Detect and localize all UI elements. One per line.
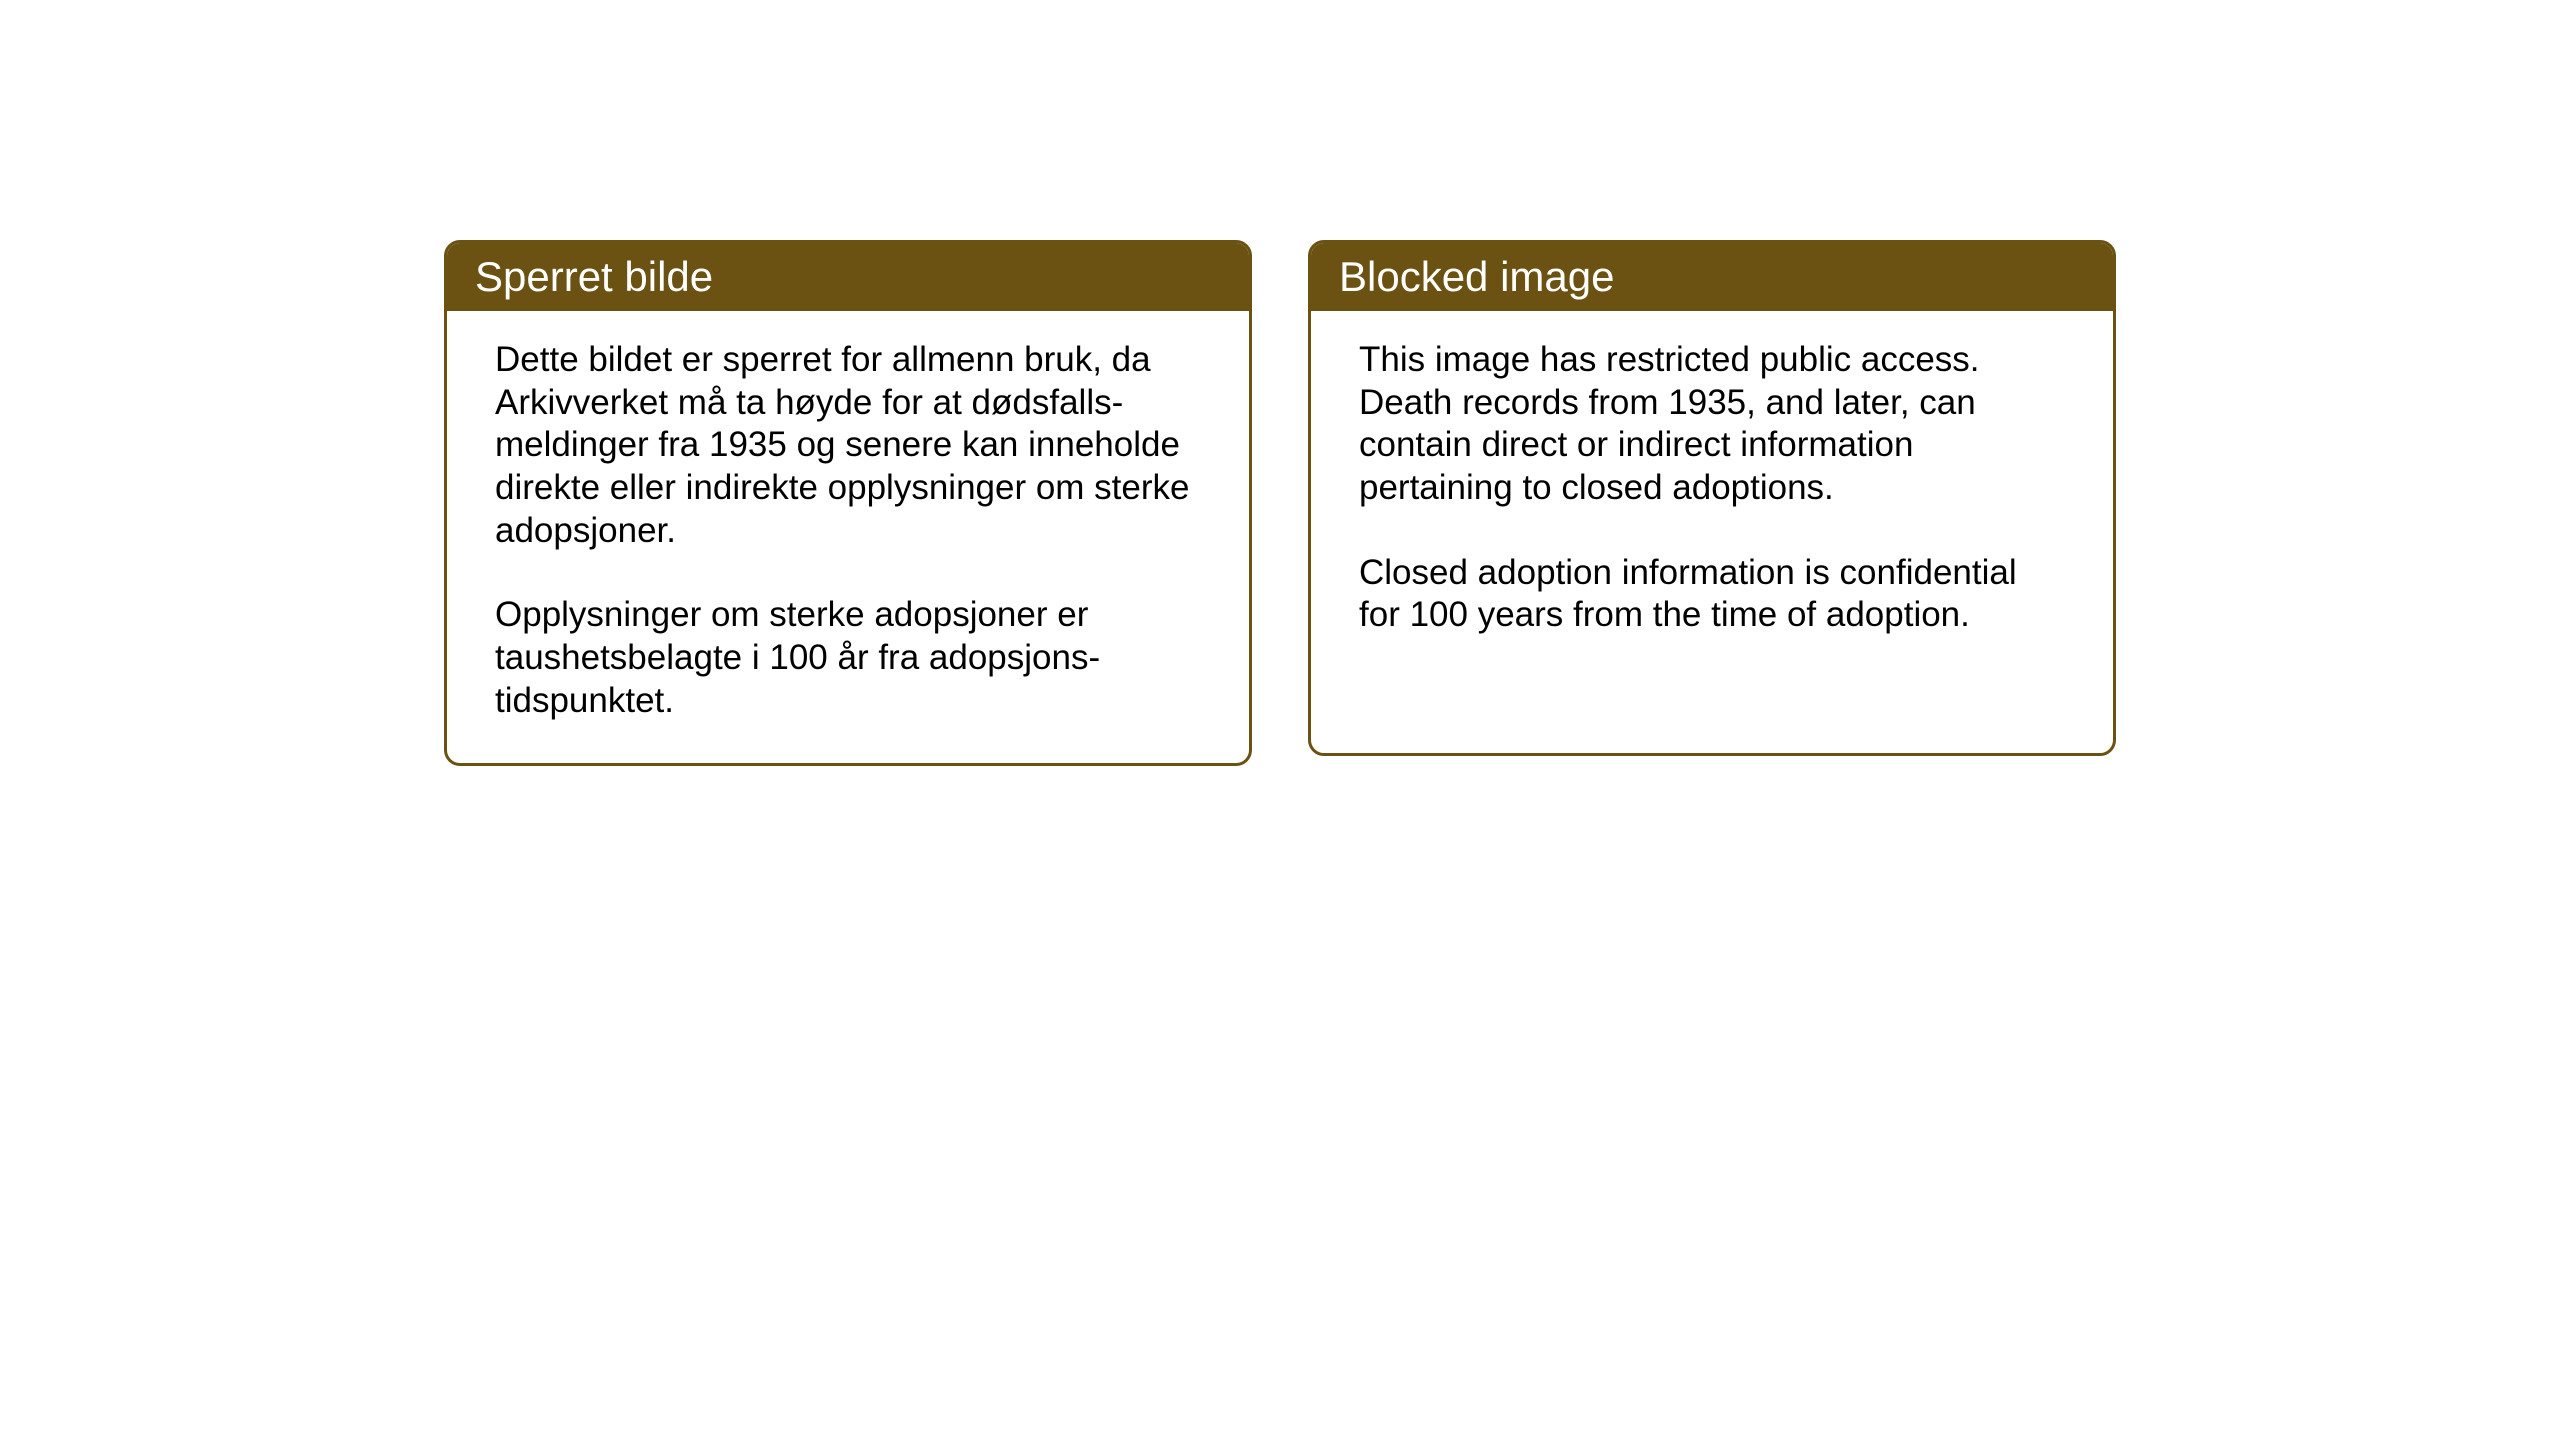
notice-paragraph-2-english: Closed adoption information is confident… — [1359, 552, 2065, 637]
notice-box-english: Blocked image This image has restricted … — [1308, 240, 2116, 756]
notice-body-english: This image has restricted public access.… — [1311, 311, 2113, 677]
notice-paragraph-1-english: This image has restricted public access.… — [1359, 339, 2065, 510]
notice-header-english: Blocked image — [1311, 243, 2113, 311]
notices-container: Sperret bilde Dette bildet er sperret fo… — [444, 240, 2116, 766]
notice-body-norwegian: Dette bildet er sperret for allmenn bruk… — [447, 311, 1249, 763]
notice-box-norwegian: Sperret bilde Dette bildet er sperret fo… — [444, 240, 1252, 766]
notice-paragraph-2-norwegian: Opplysninger om sterke adopsjoner er tau… — [495, 594, 1201, 722]
notice-paragraph-1-norwegian: Dette bildet er sperret for allmenn bruk… — [495, 339, 1201, 552]
notice-header-norwegian: Sperret bilde — [447, 243, 1249, 311]
